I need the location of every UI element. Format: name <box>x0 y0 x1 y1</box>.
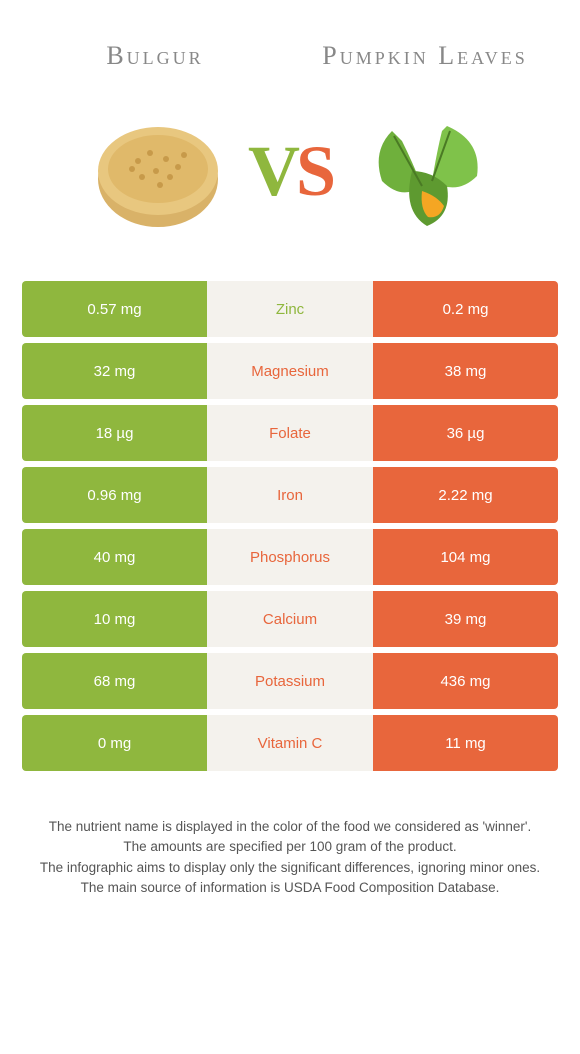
food-title-right: Pumpkin Leaves <box>320 40 530 71</box>
nutrient-table: 0.57 mgZinc0.2 mg 32 mgMagnesium38 mg 18 µ… <box>0 281 580 771</box>
nutrient-label: Iron <box>207 467 373 523</box>
table-row: 0.57 mgZinc0.2 mg <box>22 281 558 337</box>
value-left: 0.96 mg <box>22 467 207 523</box>
value-right: 11 mg <box>373 715 558 771</box>
images-row: VS <box>0 91 580 281</box>
vs-s: S <box>296 131 332 211</box>
footer-line: The nutrient name is displayed in the co… <box>30 817 550 837</box>
table-row: 18 µgFolate36 µg <box>22 405 558 461</box>
pumpkin-leaves-image <box>352 101 492 241</box>
value-right: 0.2 mg <box>373 281 558 337</box>
nutrient-label: Vitamin C <box>207 715 373 771</box>
table-row: 40 mgPhosphorus104 mg <box>22 529 558 585</box>
nutrient-label: Potassium <box>207 653 373 709</box>
table-row: 0 mgVitamin C11 mg <box>22 715 558 771</box>
value-right: 36 µg <box>373 405 558 461</box>
value-left: 32 mg <box>22 343 207 399</box>
table-row: 68 mgPotassium436 mg <box>22 653 558 709</box>
nutrient-label: Folate <box>207 405 373 461</box>
footer-line: The infographic aims to display only the… <box>30 858 550 878</box>
value-right: 104 mg <box>373 529 558 585</box>
food-title-left: Bulgur <box>50 40 260 71</box>
footer-line: The amounts are specified per 100 gram o… <box>30 837 550 857</box>
value-left: 0 mg <box>22 715 207 771</box>
vs-v: V <box>248 131 296 211</box>
nutrient-label: Calcium <box>207 591 373 647</box>
bulgur-image <box>88 101 228 241</box>
table-row: 0.96 mgIron2.22 mg <box>22 467 558 523</box>
footer-notes: The nutrient name is displayed in the co… <box>0 777 580 918</box>
comparison-header: Bulgur Pumpkin Leaves <box>0 0 580 91</box>
value-right: 39 mg <box>373 591 558 647</box>
value-left: 40 mg <box>22 529 207 585</box>
value-right: 2.22 mg <box>373 467 558 523</box>
value-left: 10 mg <box>22 591 207 647</box>
nutrient-label: Magnesium <box>207 343 373 399</box>
nutrient-label: Zinc <box>207 281 373 337</box>
value-right: 38 mg <box>373 343 558 399</box>
value-left: 18 µg <box>22 405 207 461</box>
footer-line: The main source of information is USDA F… <box>30 878 550 898</box>
header-spacer <box>260 40 320 71</box>
value-left: 0.57 mg <box>22 281 207 337</box>
vs-label: VS <box>248 135 332 207</box>
value-left: 68 mg <box>22 653 207 709</box>
table-row: 32 mgMagnesium38 mg <box>22 343 558 399</box>
value-right: 436 mg <box>373 653 558 709</box>
table-row: 10 mgCalcium39 mg <box>22 591 558 647</box>
nutrient-label: Phosphorus <box>207 529 373 585</box>
